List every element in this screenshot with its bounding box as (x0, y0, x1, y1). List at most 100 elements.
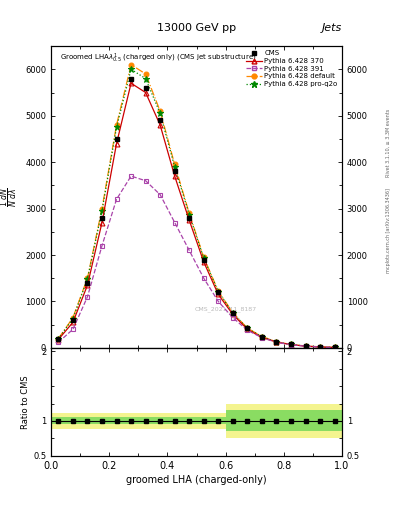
Pythia 6.428 pro-q2o (187, 211, 192, 218)
CMS (245, 325, 250, 331)
Text: mcplots.cern.ch [arXiv:1306.3436]: mcplots.cern.ch [arXiv:1306.3436] (386, 188, 391, 273)
Pythia 6.428 pro-q2o (114, 124, 119, 131)
CMS (216, 289, 221, 295)
Text: 13000 GeV pp: 13000 GeV pp (157, 23, 236, 33)
Text: Groomed LHA$\lambda^1_{0.5}$ (charged only) (CMS jet substructure): Groomed LHA$\lambda^1_{0.5}$ (charged on… (60, 52, 256, 66)
CMS (303, 343, 308, 349)
Pythia 6.428 pro-q2o (216, 289, 221, 295)
X-axis label: groomed LHA (charged-only): groomed LHA (charged-only) (126, 475, 267, 485)
Pythia 6.428 370 (216, 291, 221, 297)
Pythia 6.428 370 (143, 90, 148, 96)
Line: Pythia 6.428 pro-q2o: Pythia 6.428 pro-q2o (55, 66, 338, 351)
Pythia 6.428 default (303, 343, 308, 349)
CMS (56, 335, 61, 342)
CMS (318, 344, 323, 350)
Pythia 6.428 default (231, 310, 235, 316)
CMS (143, 85, 148, 91)
Line: Pythia 6.428 391: Pythia 6.428 391 (56, 174, 337, 350)
Pythia 6.428 391 (114, 196, 119, 202)
Pythia 6.428 391 (202, 275, 206, 281)
Pythia 6.428 370 (187, 217, 192, 223)
Pythia 6.428 370 (245, 326, 250, 332)
Legend: CMS, Pythia 6.428 370, Pythia 6.428 391, Pythia 6.428 default, Pythia 6.428 pro-: CMS, Pythia 6.428 370, Pythia 6.428 391,… (244, 48, 340, 90)
Pythia 6.428 default (187, 210, 192, 216)
Pythia 6.428 391 (231, 315, 235, 321)
Pythia 6.428 default (289, 342, 294, 348)
CMS (289, 342, 294, 348)
Pythia 6.428 pro-q2o (289, 342, 294, 348)
Pythia 6.428 370 (332, 345, 337, 351)
Pythia 6.428 370 (173, 173, 177, 179)
Y-axis label: $\frac{1}{N}\frac{dN}{d\lambda}$: $\frac{1}{N}\frac{dN}{d\lambda}$ (0, 187, 20, 207)
Pythia 6.428 pro-q2o (231, 310, 235, 316)
Pythia 6.428 pro-q2o (56, 336, 61, 342)
Pythia 6.428 370 (260, 334, 264, 340)
Pythia 6.428 370 (56, 336, 61, 343)
Pythia 6.428 391 (85, 294, 90, 300)
Pythia 6.428 pro-q2o (100, 208, 105, 214)
Pythia 6.428 370 (85, 282, 90, 288)
Pythia 6.428 391 (303, 343, 308, 349)
Pythia 6.428 pro-q2o (173, 164, 177, 170)
CMS (260, 334, 264, 340)
Pythia 6.428 pro-q2o (158, 110, 163, 116)
CMS (100, 215, 105, 221)
Pythia 6.428 default (274, 339, 279, 345)
Pythia 6.428 391 (56, 339, 61, 346)
Pythia 6.428 391 (143, 178, 148, 184)
CMS (158, 117, 163, 123)
Pythia 6.428 391 (318, 344, 323, 350)
Pythia 6.428 pro-q2o (71, 315, 75, 322)
CMS (274, 339, 279, 345)
Line: Pythia 6.428 370: Pythia 6.428 370 (56, 81, 337, 350)
Pythia 6.428 391 (289, 342, 294, 348)
Pythia 6.428 370 (318, 344, 323, 350)
Pythia 6.428 370 (129, 80, 134, 87)
Pythia 6.428 391 (71, 326, 75, 332)
CMS (85, 280, 90, 286)
CMS (231, 310, 235, 316)
CMS (202, 257, 206, 263)
Text: CMS_2021_11_8187: CMS_2021_11_8187 (195, 306, 257, 312)
Line: Pythia 6.428 default: Pythia 6.428 default (56, 62, 337, 350)
Pythia 6.428 370 (274, 339, 279, 345)
Pythia 6.428 391 (332, 345, 337, 351)
Pythia 6.428 370 (231, 311, 235, 317)
Pythia 6.428 pro-q2o (274, 339, 279, 345)
Pythia 6.428 391 (245, 327, 250, 333)
Pythia 6.428 391 (216, 298, 221, 305)
Pythia 6.428 default (202, 254, 206, 261)
Pythia 6.428 370 (303, 343, 308, 349)
Pythia 6.428 391 (260, 335, 264, 341)
Pythia 6.428 pro-q2o (318, 344, 323, 350)
Pythia 6.428 370 (158, 122, 163, 128)
Pythia 6.428 default (173, 161, 177, 167)
Pythia 6.428 pro-q2o (332, 345, 337, 351)
Pythia 6.428 default (71, 315, 75, 321)
Pythia 6.428 default (114, 122, 119, 128)
Pythia 6.428 370 (71, 319, 75, 326)
CMS (332, 345, 337, 351)
Pythia 6.428 391 (173, 220, 177, 226)
Pythia 6.428 391 (100, 243, 105, 249)
Text: Rivet 3.1.10, ≥ 3.3M events: Rivet 3.1.10, ≥ 3.3M events (386, 109, 391, 178)
Pythia 6.428 default (260, 333, 264, 339)
Pythia 6.428 pro-q2o (85, 276, 90, 282)
Pythia 6.428 370 (289, 342, 294, 348)
Pythia 6.428 391 (274, 339, 279, 346)
Pythia 6.428 default (143, 71, 148, 77)
Pythia 6.428 default (85, 275, 90, 281)
Pythia 6.428 default (158, 108, 163, 114)
Pythia 6.428 pro-q2o (303, 343, 308, 349)
Y-axis label: Ratio to CMS: Ratio to CMS (21, 375, 30, 429)
Pythia 6.428 pro-q2o (143, 75, 148, 81)
Text: Jets: Jets (321, 23, 342, 33)
CMS (71, 317, 75, 323)
Pythia 6.428 391 (129, 173, 134, 179)
Pythia 6.428 default (332, 345, 337, 351)
Pythia 6.428 pro-q2o (245, 325, 250, 331)
Pythia 6.428 370 (100, 220, 105, 226)
CMS (187, 215, 192, 221)
Pythia 6.428 pro-q2o (260, 334, 264, 340)
Pythia 6.428 370 (202, 259, 206, 265)
